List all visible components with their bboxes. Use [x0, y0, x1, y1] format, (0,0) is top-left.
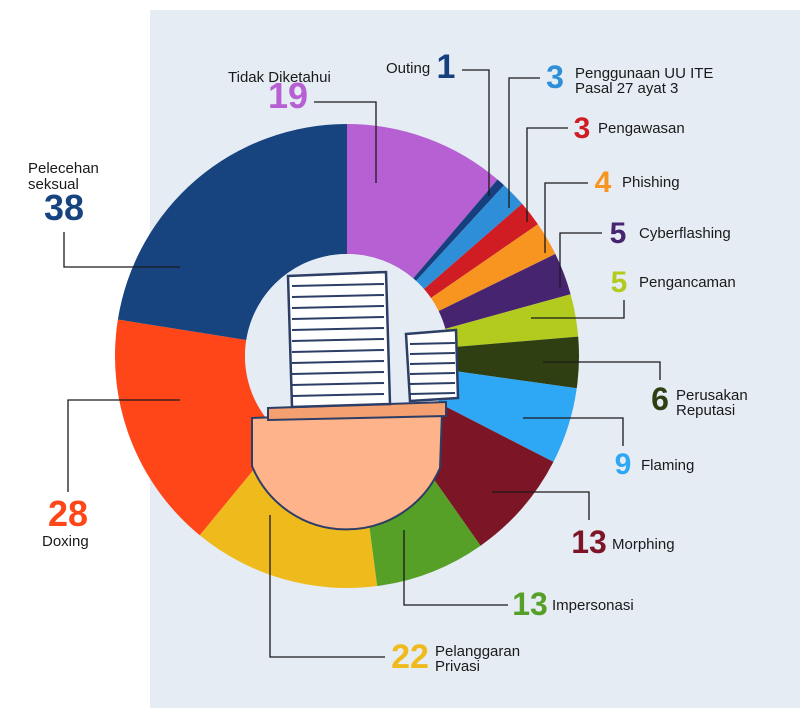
slice-pengancaman: [445, 294, 579, 348]
leader-line-cyberflashing: [559, 232, 602, 288]
value-label-cyberflashing: 5: [610, 217, 627, 250]
category-label-perusakan-reputasi-line-2: Reputasi: [676, 402, 735, 419]
slice-pelecehan-seksual: [117, 124, 347, 340]
value-label-perusakan-reputasi: 6: [651, 381, 669, 417]
category-label-pelecehan-seksual-line-1: Pelecehan: [28, 160, 99, 177]
category-label-penggunaan-uu-ite-line-2: Pasal 27 ayat 3: [575, 80, 678, 97]
category-label-flaming: Flaming: [641, 457, 694, 474]
category-label-penggunaan-uu-ite-line-1: Penggunaan UU ITE: [575, 65, 713, 82]
value-label-penggunaan-uu-ite: 3: [546, 59, 564, 95]
leader-line-pelecehan-seksual: [63, 232, 180, 268]
category-label-phishing: Phishing: [622, 174, 680, 191]
leader-line-pengancaman: [531, 300, 625, 319]
slice-doxing: [115, 319, 283, 536]
slice-phishing: [430, 224, 556, 312]
slice-penggunaan-uu-ite-pasal-27-ayat-3: [416, 185, 523, 290]
leader-line-doxing: [67, 399, 180, 492]
leader-line-penggunaan-uu-ite: [508, 77, 540, 208]
category-label-cyberflashing: Cyberflashing: [639, 225, 731, 242]
slice-cyberflashing: [438, 253, 571, 329]
value-label-pengawasan: 3: [574, 112, 591, 145]
leader-line-morphing: [492, 491, 590, 520]
category-label-perusakan-reputasi-line-1: Perusakan: [676, 387, 748, 404]
leader-line-pelanggaran-privasi: [269, 515, 385, 658]
donut-slices: [115, 124, 579, 588]
category-label-tidak-diketahui: Tidak Diketahui: [228, 69, 331, 86]
value-label-pelanggaran-privasi: 22: [391, 638, 429, 676]
category-label-pengancaman: Pengancaman: [639, 274, 736, 291]
value-label-phishing: 4: [595, 166, 612, 199]
value-label-doxing: 28: [48, 493, 88, 534]
slice-flaming: [437, 370, 577, 462]
slice-pengawasan: [423, 203, 538, 299]
value-label-tidak-diketahui: 19: [268, 75, 308, 116]
value-label-pengancaman: 5: [611, 266, 628, 299]
value-label-morphing: 13: [571, 524, 607, 560]
leader-line-perusakan-reputasi: [543, 361, 661, 380]
value-label-impersonasi: 13: [512, 586, 548, 622]
leader-line-pengawasan: [526, 127, 568, 222]
slice-perusakan-reputasi: [448, 336, 579, 389]
category-label-pelanggaran-privasi-line-1: Pelanggaran: [435, 643, 520, 660]
category-label-pengawasan: Pengawasan: [598, 120, 685, 137]
leader-line-tidak-diketahui: [314, 101, 377, 183]
leader-line-impersonasi: [403, 530, 508, 606]
category-label-doxing: Doxing: [42, 533, 89, 550]
category-label-morphing: Morphing: [612, 536, 675, 553]
leader-line-phishing: [544, 182, 588, 253]
value-label-flaming: 9: [615, 448, 632, 481]
category-label-outing: Outing: [386, 60, 430, 77]
slice-morphing: [405, 402, 554, 546]
slice-outing: [413, 179, 505, 281]
value-label-outing: 1: [437, 48, 456, 86]
leader-line-flaming: [523, 417, 624, 446]
leader-line-outing: [462, 69, 490, 196]
slice-tidak-diketahui: [347, 124, 498, 279]
category-label-impersonasi: Impersonasi: [552, 597, 634, 614]
stack-of-papers-icon: [251, 270, 460, 531]
value-label-pelecehan-seksual: 38: [44, 187, 84, 228]
category-label-pelecehan-seksual-line-2: seksual: [28, 176, 79, 193]
category-label-pelanggaran-privasi-line-2: Privasi: [435, 658, 480, 675]
